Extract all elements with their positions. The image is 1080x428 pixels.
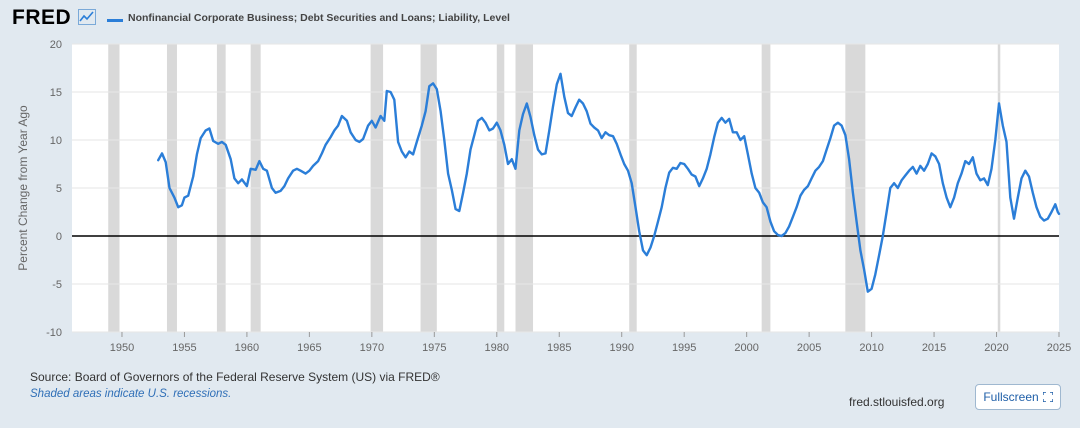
y-tick-label: -5 [52,279,62,291]
y-tick-label: -10 [46,327,62,339]
x-tick-label: 2005 [797,342,821,354]
y-axis-ticks: 20 15 10 5 0 -5 -10 [46,39,62,339]
x-tick-label: 2020 [984,342,1008,354]
x-tick-label: 2000 [734,342,758,354]
y-axis-label: Percent Change from Year Ago [16,105,30,271]
x-tick-label: 1995 [672,342,696,354]
site-url[interactable]: fred.stlouisfed.org [849,395,945,409]
y-tick-label: 20 [50,39,62,51]
series-line[interactable] [156,72,1061,293]
x-tick-label: 1975 [422,342,446,354]
x-tick-label: 2025 [1047,342,1071,354]
gridlines [72,43,1059,333]
chart-header: FRED Nonfinancial Corporate Business; De… [0,0,1080,34]
x-axis-ticks: 1950 1955 1960 1965 1970 1975 1980 1985 1990 1995… [110,332,1071,354]
source-attribution: Source: Board of Governors of the Federa… [30,370,440,384]
x-tick-label: 1955 [172,342,196,354]
fred-logo[interactable]: FRED [12,6,72,29]
y-tick-label: 15 [50,87,62,99]
y-tick-label: 0 [56,231,62,243]
x-tick-label: 2015 [922,342,946,354]
x-tick-label: 1950 [110,342,134,354]
legend-swatch [107,19,123,22]
line-chart-icon [78,9,96,25]
fullscreen-button[interactable]: Fullscreen [975,384,1061,410]
y-tick-label: 10 [50,135,62,147]
fullscreen-icon [1042,392,1053,402]
series-lines [156,72,1061,293]
y-tick-label: 5 [56,183,62,195]
fullscreen-label: Fullscreen [983,390,1039,404]
x-tick-label: 1980 [485,342,509,354]
x-tick-label: 1965 [297,342,321,354]
x-tick-label: 2010 [859,342,883,354]
x-tick-label: 1960 [235,342,259,354]
recession-note: Shaded areas indicate U.S. recessions. [30,388,232,400]
legend-series-label: Nonfinancial Corporate Business; Debt Se… [128,12,510,24]
x-tick-label: 1990 [609,342,633,354]
x-tick-label: 1970 [360,342,384,354]
x-tick-label: 1985 [547,342,571,354]
